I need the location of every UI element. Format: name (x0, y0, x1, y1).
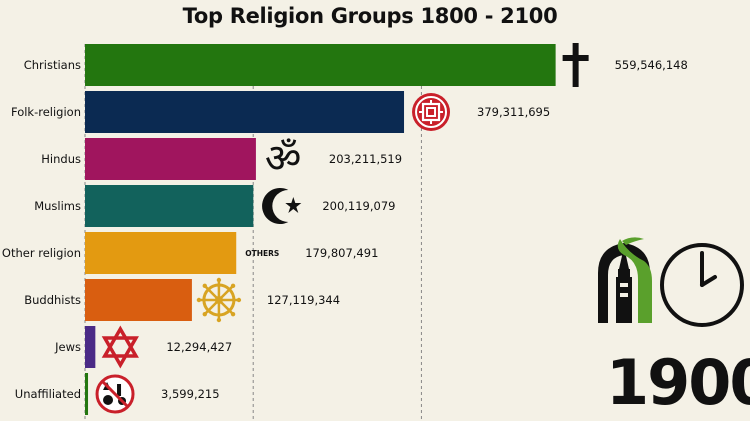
category-label: Christians (24, 58, 81, 72)
others-text: OTHERS (245, 249, 279, 258)
bar-folk-religion (85, 91, 405, 133)
category-label: Hindus (41, 152, 81, 166)
year-counter: 1900 (606, 346, 750, 419)
bar-christians (85, 44, 556, 86)
channel-logo (594, 233, 746, 333)
category-label: Folk-religion (11, 105, 81, 119)
svg-text:ॐ: ॐ (265, 136, 301, 182)
value-label: 12,294,427 (166, 340, 232, 354)
category-label: Other religion (2, 246, 81, 260)
bar-buddhists (85, 279, 192, 321)
om-icon: ॐ (265, 136, 301, 182)
bar-muslims (85, 185, 254, 227)
category-label: Buddhists (24, 293, 81, 307)
folk-religion-emblem-icon (412, 93, 451, 131)
bar-icons: ॐ OTHERS (95, 43, 589, 414)
bar-hindus (85, 138, 256, 180)
category-label: Unaffiliated (15, 387, 81, 401)
mosque-logo-icon (598, 237, 652, 323)
others-badge: OTHERS (245, 249, 279, 258)
value-label: 203,211,519 (329, 152, 402, 166)
cross-icon (562, 43, 589, 87)
value-label: 127,119,344 (267, 293, 340, 307)
value-label: 3,599,215 (161, 387, 220, 401)
bars (85, 44, 556, 415)
value-label: 200,119,079 (322, 199, 395, 213)
category-label: Muslims (34, 199, 81, 213)
value-label: 379,311,695 (477, 105, 550, 119)
star-of-david-icon (101, 325, 139, 369)
bar-other-religion (85, 232, 237, 274)
value-label: 559,546,148 (615, 58, 688, 72)
value-label: 179,807,491 (305, 246, 378, 260)
dharma-wheel-icon (196, 277, 242, 323)
bar-jews (85, 326, 96, 368)
category-labels: Christians Folk-religion Hindus Muslims Othe… (2, 58, 81, 401)
bar-unaffiliated (85, 373, 89, 415)
value-labels: 559,546,148 379,311,695 203,211,519 200,119… (161, 58, 688, 401)
chart-title: Top Religion Groups 1800 - 2100 (182, 4, 558, 28)
unaffiliated-symbols-icon (95, 374, 135, 414)
crescent-star-icon (262, 188, 302, 224)
clock-icon (660, 243, 744, 327)
category-label: Jews (54, 340, 81, 354)
